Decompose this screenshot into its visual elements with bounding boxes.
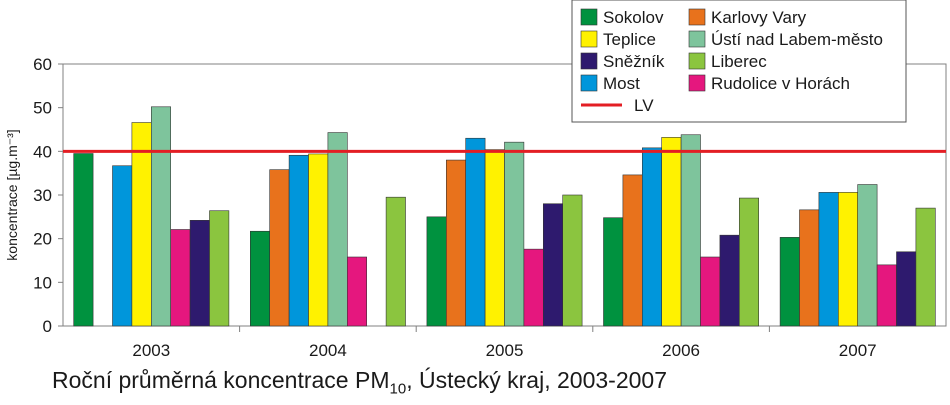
y-tick-label: 50 <box>33 99 52 118</box>
legend-label: Sokolov <box>603 8 664 27</box>
legend-label: Liberec <box>711 52 767 71</box>
bar <box>269 169 290 327</box>
legend-box <box>571 0 907 123</box>
bar <box>562 194 583 327</box>
bar <box>818 192 839 327</box>
bar <box>837 192 858 327</box>
bar <box>719 234 740 327</box>
x-tick-label: 2004 <box>309 341 347 360</box>
bar <box>170 229 191 327</box>
bar <box>738 197 759 327</box>
bar <box>131 122 152 327</box>
bar <box>896 251 917 327</box>
legend-label: Teplice <box>603 30 656 49</box>
y-tick-label: 60 <box>33 55 52 74</box>
bar <box>700 256 721 327</box>
bar <box>151 106 172 327</box>
bar <box>779 237 800 327</box>
bar <box>484 149 505 327</box>
x-tick-label: 2005 <box>486 341 524 360</box>
bar <box>915 207 936 327</box>
caption-main: Roční průměrná koncentrace PM <box>52 367 390 393</box>
x-tick-label: 2006 <box>662 341 700 360</box>
bar <box>622 174 643 327</box>
bar <box>641 147 662 327</box>
legend-swatch <box>688 52 706 70</box>
bar <box>661 137 682 327</box>
bar <box>876 264 897 327</box>
bar <box>385 196 406 327</box>
bar <box>346 256 367 327</box>
bar <box>465 137 486 327</box>
bar <box>308 153 329 327</box>
bar <box>857 184 878 327</box>
y-axis-label: koncentrace [µg.m⁻³] <box>4 129 20 260</box>
x-tick-label: 2007 <box>839 341 877 360</box>
legend-swatch <box>580 8 598 26</box>
bar <box>542 203 563 327</box>
legend-label: Most <box>603 74 640 93</box>
bar <box>112 165 133 327</box>
legend-label: Karlovy Vary <box>711 8 807 27</box>
legend-swatch <box>580 74 598 92</box>
bar <box>189 220 210 327</box>
legend-swatch <box>688 8 706 26</box>
y-tick-label: 40 <box>33 142 52 161</box>
legend-swatch <box>688 30 706 48</box>
legend-label: Rudolice v Horách <box>711 74 850 93</box>
caption-rest: , Ústecký kraj, 2003-2007 <box>406 367 667 393</box>
legend-label: Sněžník <box>603 52 665 71</box>
bar <box>523 248 544 327</box>
legend-swatch <box>688 74 706 92</box>
bar <box>799 209 820 327</box>
bar <box>680 134 701 327</box>
bar <box>209 210 230 327</box>
legend-label: LV <box>634 96 654 115</box>
legend-swatch <box>580 52 598 70</box>
y-tick-label: 0 <box>43 317 52 336</box>
bar <box>73 153 94 327</box>
y-tick-label: 30 <box>33 186 52 205</box>
bar <box>250 230 271 327</box>
bar <box>603 217 624 327</box>
legend-swatch <box>580 30 598 48</box>
y-tick-label: 10 <box>33 273 52 292</box>
caption-subscript: 10 <box>389 380 407 398</box>
legend-label: Ústí nad Labem-město <box>711 30 883 49</box>
bar-chart: 0 10 20 30 40 50 60 koncentrace [µg.m⁻³] 2003 200… <box>4 0 947 360</box>
bar <box>504 141 525 327</box>
y-tick-label: 20 <box>33 230 52 249</box>
bar <box>426 216 447 327</box>
chart-caption: Roční průměrná koncentrace PM10, Ústecký… <box>52 367 667 398</box>
bar <box>445 159 466 327</box>
bar <box>288 154 309 327</box>
x-tick-label: 2003 <box>132 341 170 360</box>
bar <box>327 132 348 327</box>
